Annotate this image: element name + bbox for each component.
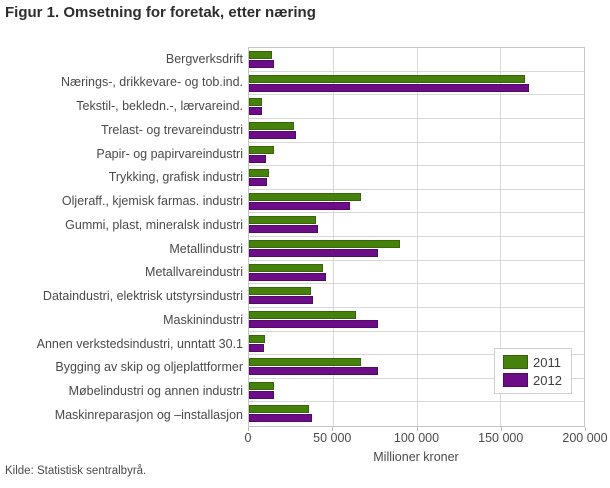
x-tick-label: 0 xyxy=(244,431,252,445)
category-label: Trelast- og trevareindustri xyxy=(101,122,243,137)
category-label: Gummi, plast, mineralsk industri xyxy=(65,217,243,232)
bar-2011 xyxy=(249,405,310,414)
bar-2011 xyxy=(249,216,316,225)
bar-row xyxy=(249,166,584,190)
category-label: Metallindustri xyxy=(169,241,243,256)
x-tick-mark xyxy=(332,427,334,431)
category-label: Metallvareindustri xyxy=(145,265,243,280)
category-label: Nærings-, drikkevare- og tob.ind. xyxy=(60,75,243,90)
bar-2012 xyxy=(249,83,529,92)
legend-label-2011: 2011 xyxy=(533,354,561,370)
bar-2011 xyxy=(249,310,357,319)
bar-2011 xyxy=(249,263,323,272)
category-label: Møbelindustri og annen industri xyxy=(68,384,243,399)
bar-2012 xyxy=(249,225,318,234)
source-note: Kilde: Statistisk sentralbyrå. xyxy=(5,465,147,477)
bar-2012 xyxy=(249,201,350,210)
bar-row xyxy=(249,402,584,426)
bar-2011 xyxy=(249,358,362,367)
category-label: Papir- og papirvareindustri xyxy=(96,146,243,161)
y-axis-category-labels: Bergverksdrift Nærings-, drikkevare- og t… xyxy=(0,47,243,427)
category-label: Trykking, grafisk industri xyxy=(108,170,243,185)
bar-2011 xyxy=(249,287,311,296)
bar-row xyxy=(249,213,584,237)
bar-2012 xyxy=(249,296,313,305)
bar-row xyxy=(249,355,584,379)
bar-2012 xyxy=(249,154,266,163)
x-tick-mark xyxy=(248,427,249,431)
bar-2012 xyxy=(249,60,275,68)
legend-label-2012: 2012 xyxy=(533,372,562,388)
bar-row xyxy=(249,95,584,119)
bar-2011 xyxy=(249,334,265,343)
bar-row xyxy=(249,237,584,261)
legend-item-2012: 2012 xyxy=(503,373,562,387)
bar-row xyxy=(249,284,584,308)
bar-2011 xyxy=(249,98,263,107)
x-tick-mark xyxy=(585,427,586,431)
bar-2012 xyxy=(249,414,312,423)
bar-row xyxy=(249,72,584,96)
bar-row xyxy=(249,379,584,403)
bar-2012 xyxy=(249,130,296,139)
bar-row xyxy=(249,143,584,167)
bar-2012 xyxy=(249,343,265,352)
bar-2011 xyxy=(249,381,275,390)
category-label: Maskinindustri xyxy=(163,312,243,327)
bar-2011 xyxy=(249,121,295,130)
bar-2011 xyxy=(249,51,273,59)
chart-title: Figur 1. Omsetning for foretak, etter næ… xyxy=(5,4,316,21)
bar-row xyxy=(249,190,584,214)
x-tick-label: 100 000 xyxy=(393,431,440,445)
bar-2012 xyxy=(249,367,378,376)
bar-2012 xyxy=(249,319,378,328)
x-tick-label: 150 000 xyxy=(478,431,524,445)
x-tick-mark xyxy=(500,427,502,431)
category-label: Bygging av skip og oljeplattformer xyxy=(55,360,243,375)
bar-rows xyxy=(249,48,584,426)
bar-2012 xyxy=(249,249,378,257)
bar-2012 xyxy=(249,390,275,399)
legend: 2011 2012 xyxy=(494,348,572,394)
category-label: Annen verkstedsindustri, unntatt 30.1 xyxy=(36,336,243,351)
category-label: Oljeraff., kjemisk farmas. industri xyxy=(61,194,243,209)
x-tick-label: 50 000 xyxy=(313,431,352,445)
gridline xyxy=(332,48,334,426)
legend-swatch-2011 xyxy=(503,355,528,369)
bar-row xyxy=(249,261,584,285)
gridline xyxy=(500,48,502,426)
x-tick-label: 200 000 xyxy=(562,431,608,445)
category-label: Bergverksdrift xyxy=(165,51,243,66)
bar-2012 xyxy=(249,178,268,187)
bar-2011 xyxy=(249,145,275,154)
gridline xyxy=(416,48,418,426)
category-label: Dataindustri, elektrisk utstyrsindustri xyxy=(42,289,243,304)
x-tick-mark xyxy=(416,427,418,431)
plot-area xyxy=(248,47,585,427)
bar-2012 xyxy=(249,272,327,281)
bar-2012 xyxy=(249,107,262,116)
bar-row xyxy=(249,332,584,356)
bar-2011 xyxy=(249,192,362,201)
category-label: Maskinreparasjon og –installasjon xyxy=(54,407,243,422)
bar-2011 xyxy=(249,169,270,178)
legend-item-2011: 2011 xyxy=(503,355,562,369)
bar-row xyxy=(249,48,584,72)
bar-2011 xyxy=(249,240,400,248)
bar-2011 xyxy=(249,74,526,83)
category-label: Tekstil-, bekledn.-, lærvareind. xyxy=(76,99,243,114)
bar-row xyxy=(249,308,584,332)
x-axis-title: Millioner kroner xyxy=(373,450,459,464)
legend-swatch-2012 xyxy=(503,373,528,387)
bar-row xyxy=(249,119,584,143)
